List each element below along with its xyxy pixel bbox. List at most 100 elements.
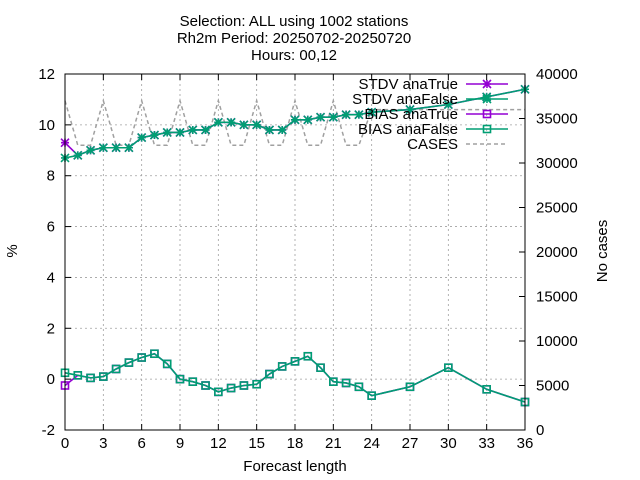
square-point xyxy=(354,382,364,392)
y2-tick-label: 0 xyxy=(536,422,544,439)
x-tick-label: 21 xyxy=(325,435,342,452)
legend-label: CASES xyxy=(407,136,458,153)
y-tick-label: 2 xyxy=(47,320,55,337)
y-tick-label: 0 xyxy=(47,371,55,388)
x-tick-label: 0 xyxy=(61,435,69,452)
star-point xyxy=(264,125,275,135)
legend-entry: CASES xyxy=(407,136,508,153)
star-point xyxy=(98,143,108,153)
x-tick-label: 30 xyxy=(440,435,457,452)
x-tick-label: 33 xyxy=(478,435,495,452)
star-point xyxy=(162,127,172,138)
square-point xyxy=(137,353,146,362)
star-point xyxy=(124,143,134,153)
chart-title-line-3: Hours: 00,12 xyxy=(251,47,337,64)
x-tick-label: 36 xyxy=(517,435,534,452)
square-point xyxy=(86,373,95,383)
star-point xyxy=(277,125,287,135)
x-tick-label: 6 xyxy=(137,435,145,452)
star-point xyxy=(252,120,262,130)
y-tick-label: 10 xyxy=(38,117,55,134)
x-tick-label: 12 xyxy=(210,435,227,452)
star-point xyxy=(85,145,96,155)
star-point xyxy=(239,120,249,130)
y-axis-label: % xyxy=(4,244,21,257)
x-tick-label: 9 xyxy=(176,435,184,452)
square-point xyxy=(341,378,351,388)
legend-entry: STDV anaTrue xyxy=(359,76,508,93)
star-point xyxy=(149,130,160,140)
square-point xyxy=(111,364,121,374)
chart-title-line-2: Rh2m Period: 20250702-20250720 xyxy=(177,30,411,47)
star-point xyxy=(443,99,453,110)
y2-axis-label: No cases xyxy=(594,220,611,283)
y2-tick-label: 40000 xyxy=(536,66,578,83)
series-bias-anafalse xyxy=(60,349,530,407)
star-point xyxy=(73,150,83,160)
star-point xyxy=(290,115,300,125)
y2-tick-label: 5000 xyxy=(536,378,569,395)
y2-tick-label: 15000 xyxy=(536,289,578,306)
star-point xyxy=(315,112,326,122)
star-point xyxy=(175,127,185,138)
square-point xyxy=(150,349,159,359)
star-point xyxy=(111,143,121,153)
legend-entry: BIAS anaTrue xyxy=(364,106,508,123)
legend-label: STDV anaFalse xyxy=(352,91,458,108)
y-tick-label: -2 xyxy=(42,422,55,439)
star-point xyxy=(303,115,313,125)
square-point xyxy=(201,381,210,390)
square-point xyxy=(290,357,300,366)
square-point xyxy=(444,363,453,373)
y-tick-label: 6 xyxy=(47,219,55,236)
square-point xyxy=(162,359,172,369)
legend-label: BIAS anaTrue xyxy=(364,106,458,123)
x-tick-label: 3 xyxy=(99,435,107,452)
y2-tick-label: 25000 xyxy=(536,200,578,217)
legend-entry: STDV anaFalse xyxy=(352,91,508,108)
series-stdv-anafalse xyxy=(60,84,530,163)
square-point xyxy=(252,379,261,389)
square-point xyxy=(367,391,376,400)
star-point xyxy=(137,133,147,143)
legend-label: BIAS anaFalse xyxy=(358,121,458,138)
square-point xyxy=(99,372,108,381)
star-point xyxy=(405,105,415,115)
y2-tick-label: 20000 xyxy=(536,244,578,261)
star-point xyxy=(482,79,492,89)
x-tick-label: 27 xyxy=(402,435,419,452)
star-point xyxy=(367,107,377,117)
square-point xyxy=(124,358,134,367)
square-point xyxy=(239,381,249,390)
y2-tick-label: 35000 xyxy=(536,111,578,128)
square-point xyxy=(405,382,415,392)
star-point xyxy=(200,125,211,135)
square-point xyxy=(73,371,83,380)
square-point xyxy=(329,377,338,386)
chart-title-line-1: Selection: ALL using 1002 stations xyxy=(180,13,409,30)
x-tick-label: 24 xyxy=(363,435,380,452)
legend-label: STDV anaTrue xyxy=(359,76,459,93)
star-point xyxy=(482,94,492,104)
star-point xyxy=(226,117,236,127)
x-tick-label: 15 xyxy=(248,435,265,452)
star-point xyxy=(213,117,223,127)
y2-tick-label: 30000 xyxy=(536,155,578,172)
y-tick-label: 12 xyxy=(38,66,55,83)
x-tick-label: 18 xyxy=(287,435,304,452)
legend-entry: BIAS anaFalse xyxy=(358,121,508,138)
ticks: 0 3 6 9 12 15 18 21 24 27 30 33 36-20246810120500010… xyxy=(38,66,577,452)
y-tick-label: 8 xyxy=(47,168,55,185)
square-point xyxy=(188,377,198,386)
square-point xyxy=(175,374,185,384)
square-point xyxy=(303,351,313,361)
square-point xyxy=(265,369,274,379)
y-tick-label: 4 xyxy=(47,269,55,286)
square-point xyxy=(482,109,492,119)
square-point xyxy=(226,383,236,393)
star-point xyxy=(328,112,338,122)
square-point xyxy=(214,387,223,397)
